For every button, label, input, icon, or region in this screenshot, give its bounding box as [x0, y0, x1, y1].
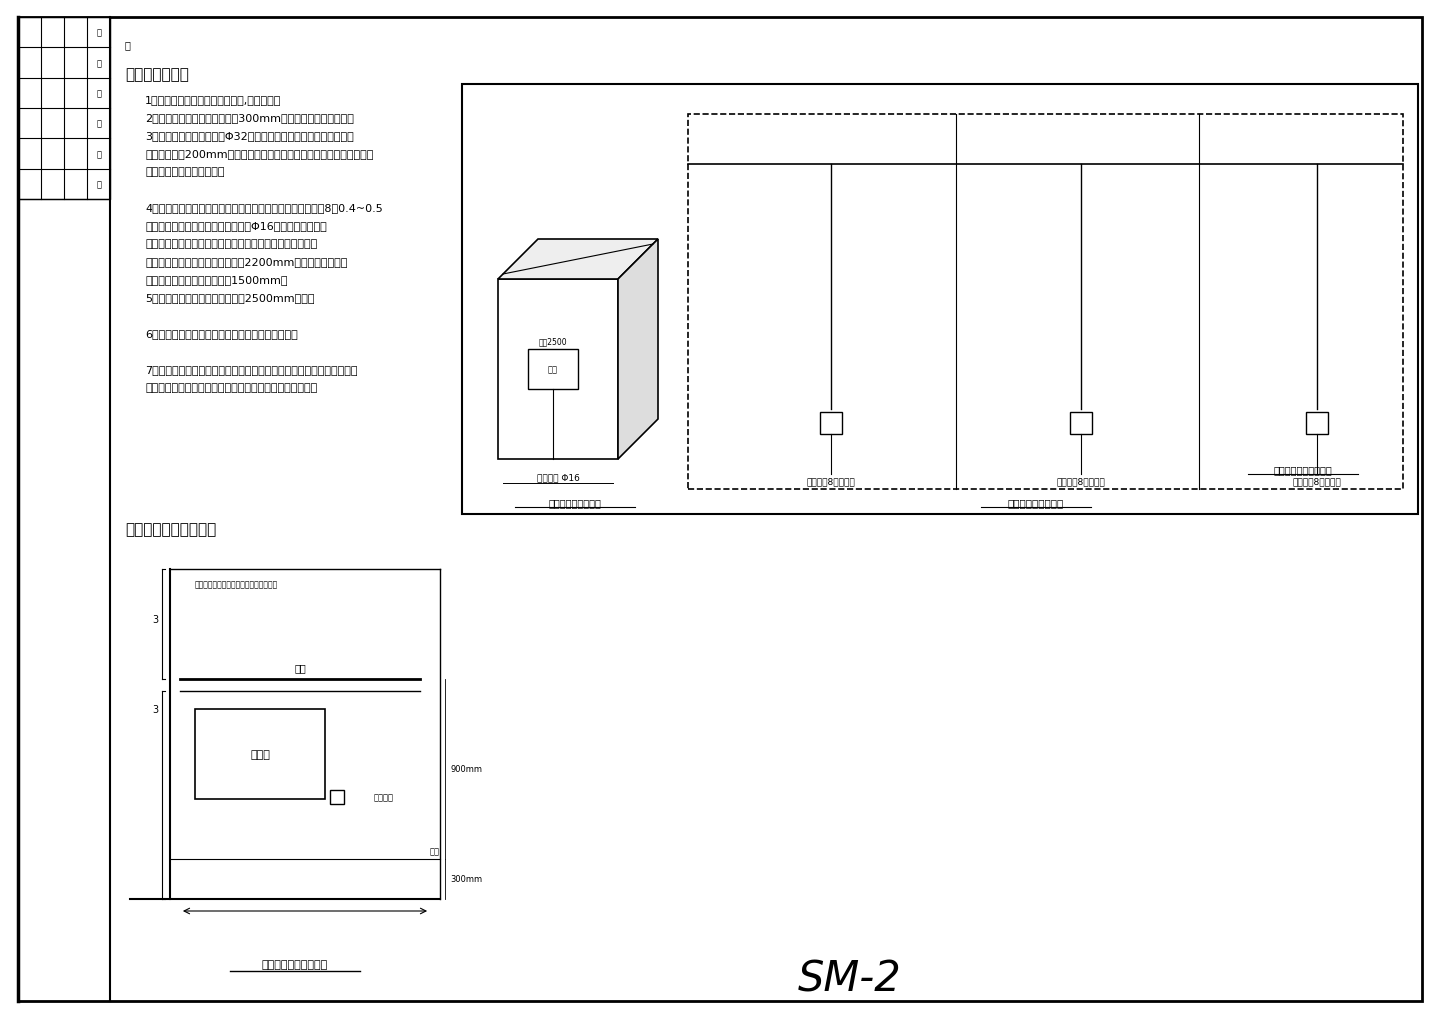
Text: 壁挂电暖器安装示意图: 壁挂电暖器安装示意图: [262, 959, 328, 969]
Bar: [498, 280, 618, 460]
Text: 三、节点图、示意图：: 三、节点图、示意图：: [125, 522, 216, 537]
Bar: [819, 413, 842, 434]
Bar: [194, 709, 325, 799]
Text: 地面: 地面: [431, 847, 441, 856]
Text: 900mm: 900mm: [451, 764, 482, 773]
Text: 电源走线（可从地上走，也可走线管道）: 电源走线（可从地上走，也可走线管道）: [194, 580, 278, 589]
Text: 地沟或暗埋，应远离避雷地线，如避不开，应加防雷模块；: 地沟或暗埋，应远离避雷地线，如避不开，应加防雷模块；: [145, 382, 317, 392]
Text: 3、强电部分各分支回路穿Φ32铁管，在地面或墙壁内铺设，在墙壁: 3、强电部分各分支回路穿Φ32铁管，在地面或墙壁内铺设，在墙壁: [145, 130, 354, 141]
Text: 1、壁挂电采暖一般安装在窗台下,见示意图；: 1、壁挂电采暖一般安装在窗台下,见示意图；: [145, 95, 281, 105]
Text: 铁穿铁管 Φ16: 铁穿铁管 Φ16: [537, 473, 579, 482]
Bar: [1306, 413, 1328, 434]
Text: 内布置，并保证整条线路配管接地良好，配线可在吊顶内或: 内布置，并保证整条线路配管接地良好，配线可在吊顶内或: [145, 238, 317, 249]
Bar: [19, 18, 109, 200]
Text: 室内温度传感器作法: 室内温度传感器作法: [549, 497, 602, 507]
Text: 6、所有传感器均应按图中所示由中央温控箱引出；: 6、所有传感器均应按图中所示由中央温控箱引出；: [145, 329, 298, 338]
Text: 拟: 拟: [96, 29, 101, 38]
Bar: [330, 790, 344, 804]
Text: 2、壁挂电暖器插座距地一般在300mm处或根据情况改变高度；: 2、壁挂电暖器插座距地一般在300mm处或根据情况改变高度；: [145, 113, 354, 123]
Text: 编: 编: [96, 180, 101, 190]
Text: 箱盒: 箱盒: [549, 365, 559, 374]
Text: 内铺设应距地200mm以下，并兼止在安装电暖器正后面的墙壁内铺设，: 内铺设应距地200mm以下，并兼止在安装电暖器正后面的墙壁内铺设，: [145, 149, 373, 159]
Polygon shape: [498, 239, 658, 280]
Text: 目: 目: [96, 150, 101, 159]
Polygon shape: [618, 239, 658, 460]
Text: 平方双绞网络线，所有配线必须穿在Φ16铁管（可用薄壁）: 平方双绞网络线，所有配线必须穿在Φ16铁管（可用薄壁）: [145, 221, 327, 230]
Text: 穿镀管内8芯双绞线: 穿镀管内8芯双绞线: [806, 477, 855, 486]
Text: 3: 3: [153, 704, 158, 714]
Text: 温度传感器基布线作法: 温度传感器基布线作法: [1274, 465, 1332, 475]
Text: 二: 二: [125, 40, 131, 50]
Text: 窗台: 窗台: [294, 662, 305, 673]
Text: 300mm: 300mm: [451, 874, 482, 883]
Text: 电源插座: 电源插座: [374, 793, 395, 802]
Text: 穿镀管内8芯双绞线: 穿镀管内8芯双绞线: [1293, 477, 1342, 486]
Text: 7、所有穿线均要求穿铁管，并要求铁管外壳接地良好，建筑间穿线应下: 7、所有穿线均要求穿铁管，并要求铁管外壳接地良好，建筑间穿线应下: [145, 365, 357, 375]
Text: 外: 外: [96, 119, 101, 128]
Bar: [1070, 413, 1093, 434]
Text: 穿镀管内8芯双绞线: 穿镀管内8芯双绞线: [1057, 477, 1106, 486]
Bar: [688, 115, 1403, 489]
Text: 5、每个传感器均安装在房间墙壁2500mm以上；: 5、每个传感器均安装在房间墙壁2500mm以上；: [145, 292, 314, 303]
Text: 二、施工说明：: 二、施工说明：: [125, 67, 189, 83]
Text: 电暖器: 电暖器: [251, 749, 269, 759]
Bar: [462, 85, 1418, 515]
Text: 并行，与强电配线距离不小于1500mm；: 并行，与强电配线距离不小于1500mm；: [145, 275, 288, 284]
Text: 中央温控布线作法图: 中央温控布线作法图: [1008, 497, 1064, 507]
Text: 张: 张: [96, 90, 101, 98]
Text: 3: 3: [153, 614, 158, 625]
Text: 可结合现场选取最佳路径。: 可结合现场选取最佳路径。: [145, 167, 225, 177]
Text: 墙壁上方内铺设，在墙内铺设距地2200mm以上，不能与强电: 墙壁上方内铺设，在墙内铺设距地2200mm以上，不能与强电: [145, 257, 347, 267]
Bar: [528, 350, 577, 389]
Text: 大于2500: 大于2500: [539, 337, 567, 346]
Text: 字: 字: [96, 59, 101, 68]
Text: 4、各温度传感器采用并联方式连接，所配线为超五类带屏蔽8芯0.4~0.5: 4、各温度传感器采用并联方式连接，所配线为超五类带屏蔽8芯0.4~0.5: [145, 203, 383, 213]
Text: SM-2: SM-2: [798, 958, 901, 1000]
